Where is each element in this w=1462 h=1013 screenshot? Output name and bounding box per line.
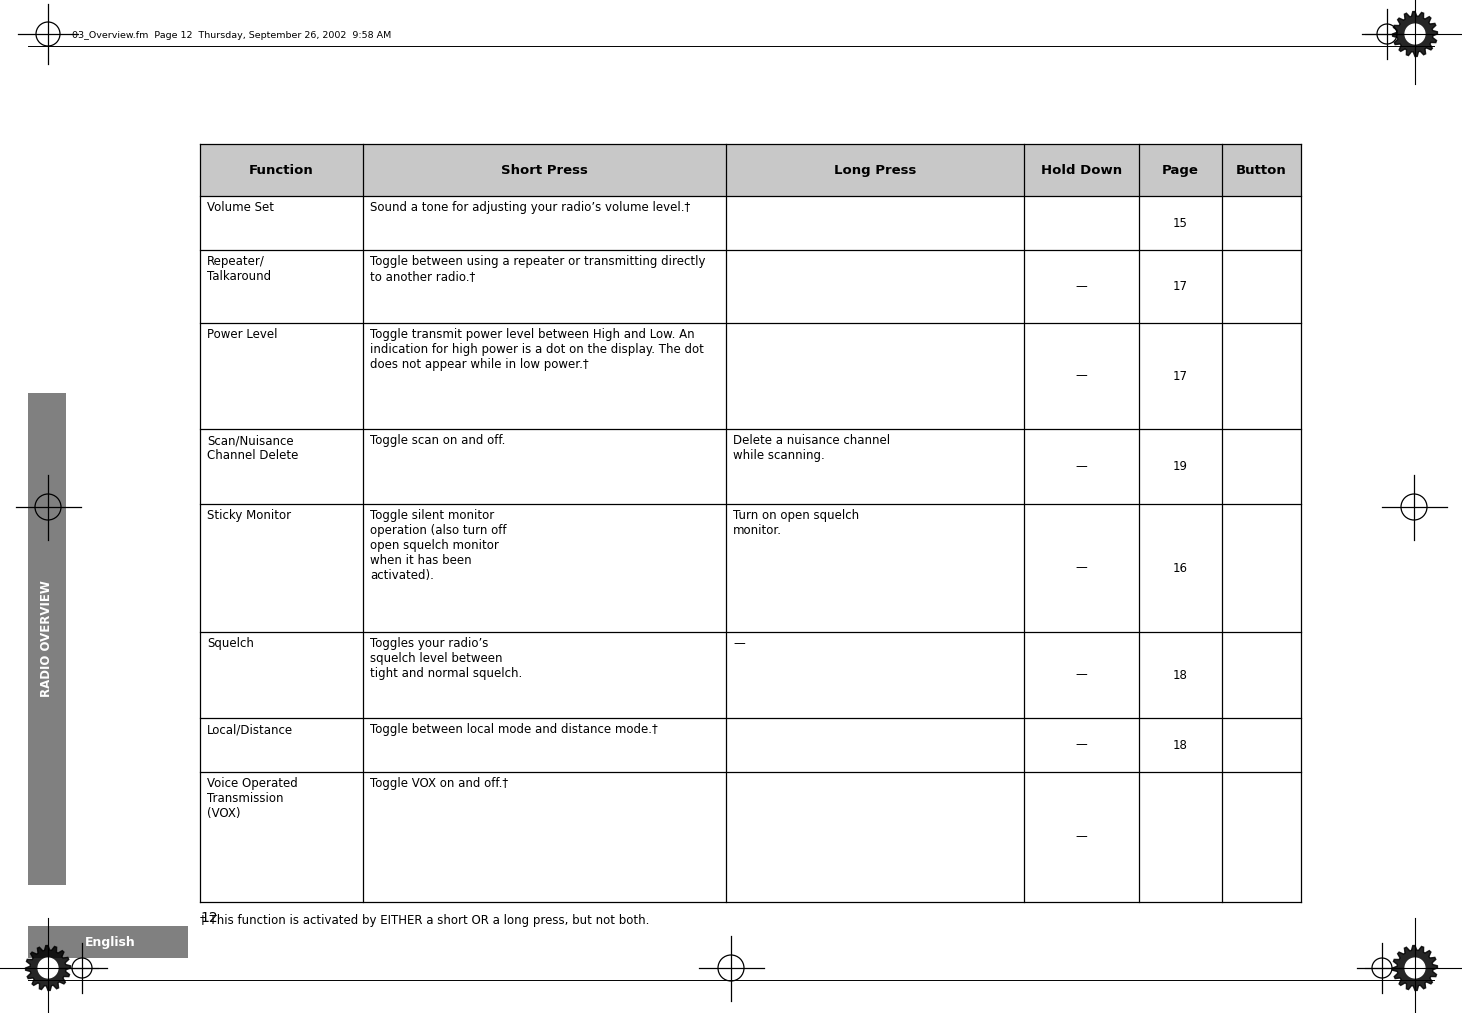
Text: Toggle VOX on and off.†: Toggle VOX on and off.†: [370, 777, 509, 790]
Bar: [28, 393, 66, 885]
Polygon shape: [25, 945, 70, 991]
Text: —: —: [734, 637, 746, 650]
Text: 19: 19: [1173, 460, 1189, 473]
Text: 17: 17: [1173, 280, 1189, 293]
Text: † This function is activated by EITHER a short OR a long press, but not both.: † This function is activated by EITHER a…: [200, 914, 649, 927]
Circle shape: [1405, 24, 1425, 44]
Text: Toggle scan on and off.: Toggle scan on and off.: [370, 434, 506, 447]
Text: Power Level: Power Level: [208, 328, 278, 341]
Text: Voice Operated
Transmission
(VOX): Voice Operated Transmission (VOX): [208, 777, 298, 820]
Circle shape: [1405, 958, 1425, 978]
Text: Toggle silent monitor
operation (also turn off
open squelch monitor
when it has : Toggle silent monitor operation (also tu…: [370, 509, 506, 582]
Text: Turn on open squelch
monitor.: Turn on open squelch monitor.: [734, 509, 860, 537]
Polygon shape: [1392, 11, 1437, 57]
Text: RADIO OVERVIEW: RADIO OVERVIEW: [41, 580, 54, 697]
Text: Toggles your radio’s
squelch level between
tight and normal squelch.: Toggles your radio’s squelch level betwe…: [370, 637, 522, 680]
Text: Toggle between using a repeater or transmitting directly
to another radio.†: Toggle between using a repeater or trans…: [370, 255, 706, 283]
Text: 12: 12: [200, 911, 218, 925]
Text: 17: 17: [1173, 370, 1189, 383]
Bar: [28, 926, 189, 958]
Text: —: —: [1076, 460, 1088, 473]
Text: Delete a nuisance channel
while scanning.: Delete a nuisance channel while scanning…: [734, 434, 890, 462]
Text: Squelch: Squelch: [208, 637, 254, 650]
Bar: [200, 144, 1301, 196]
Text: Function: Function: [249, 163, 314, 176]
Text: 18: 18: [1173, 669, 1189, 682]
Text: Page: Page: [1162, 163, 1199, 176]
Text: Toggle transmit power level between High and Low. An
indication for high power i: Toggle transmit power level between High…: [370, 328, 703, 371]
Text: Local/Distance: Local/Distance: [208, 723, 292, 736]
Text: Repeater/
Talkaround: Repeater/ Talkaround: [208, 255, 270, 283]
Text: —: —: [1076, 831, 1088, 844]
Text: Sticky Monitor: Sticky Monitor: [208, 509, 291, 522]
Text: —: —: [1076, 370, 1088, 383]
Text: 18: 18: [1173, 738, 1189, 752]
Text: 16: 16: [1173, 561, 1189, 574]
Text: —: —: [1076, 561, 1088, 574]
Polygon shape: [1392, 945, 1437, 991]
Text: Volume Set: Volume Set: [208, 201, 273, 214]
Text: 15: 15: [1173, 217, 1189, 230]
Circle shape: [38, 958, 58, 978]
Text: Hold Down: Hold Down: [1041, 163, 1121, 176]
Text: Long Press: Long Press: [833, 163, 917, 176]
Text: 03_Overview.fm  Page 12  Thursday, September 26, 2002  9:58 AM: 03_Overview.fm Page 12 Thursday, Septemb…: [72, 30, 392, 40]
Text: Short Press: Short Press: [501, 163, 588, 176]
Text: —: —: [1076, 669, 1088, 682]
Text: —: —: [1076, 280, 1088, 293]
Text: English: English: [85, 935, 136, 948]
Text: Button: Button: [1235, 163, 1287, 176]
Text: Sound a tone for adjusting your radio’s volume level.†: Sound a tone for adjusting your radio’s …: [370, 201, 690, 214]
Text: Toggle between local mode and distance mode.†: Toggle between local mode and distance m…: [370, 723, 658, 736]
Text: Scan/Nuisance
Channel Delete: Scan/Nuisance Channel Delete: [208, 434, 298, 462]
Text: —: —: [1076, 738, 1088, 752]
